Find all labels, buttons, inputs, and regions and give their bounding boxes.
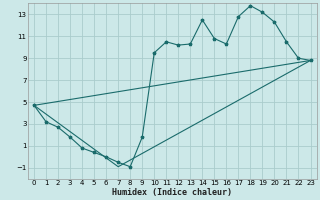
X-axis label: Humidex (Indice chaleur): Humidex (Indice chaleur) bbox=[112, 188, 232, 197]
